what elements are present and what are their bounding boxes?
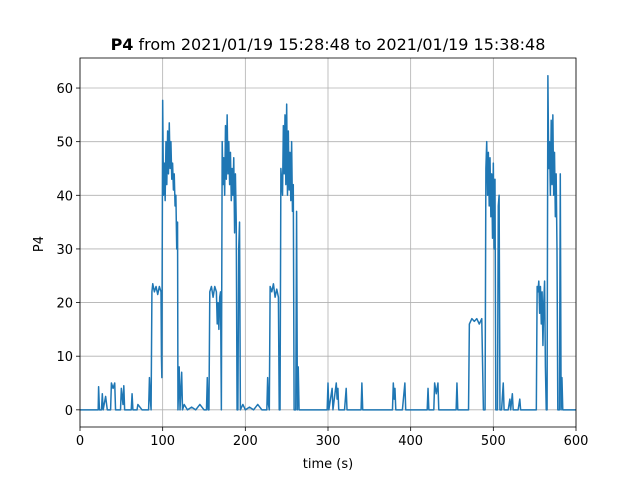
y-tick-label: 60 [56,82,73,97]
y-tick-label: 30 [56,243,73,258]
x-tick-label: 200 [233,434,258,449]
plot-frame [79,57,577,428]
y-tick-label: 50 [56,136,73,151]
y-axis-label: P4 [32,236,47,252]
y-tick-label: 10 [56,350,73,365]
x-tick-label: 300 [316,434,341,449]
title-bold: P4 [111,35,134,54]
title-rest: from 2021/01/19 15:28:48 to 2021/01/19 1… [139,35,546,54]
y-tick-label: 20 [56,297,73,312]
y-tick-label: 0 [65,404,73,419]
x-tick-label: 500 [481,434,506,449]
x-tick-label: 400 [398,434,423,449]
data-line [80,74,576,411]
chart-title: P4 from 2021/01/19 15:28:48 to 2021/01/1… [111,35,546,54]
x-axis-label: time (s) [303,457,353,472]
y-tick-label: 40 [56,189,73,204]
x-tick-label: 0 [76,434,84,449]
x-tick-label: 600 [564,434,589,449]
x-tick-label: 100 [150,434,175,449]
